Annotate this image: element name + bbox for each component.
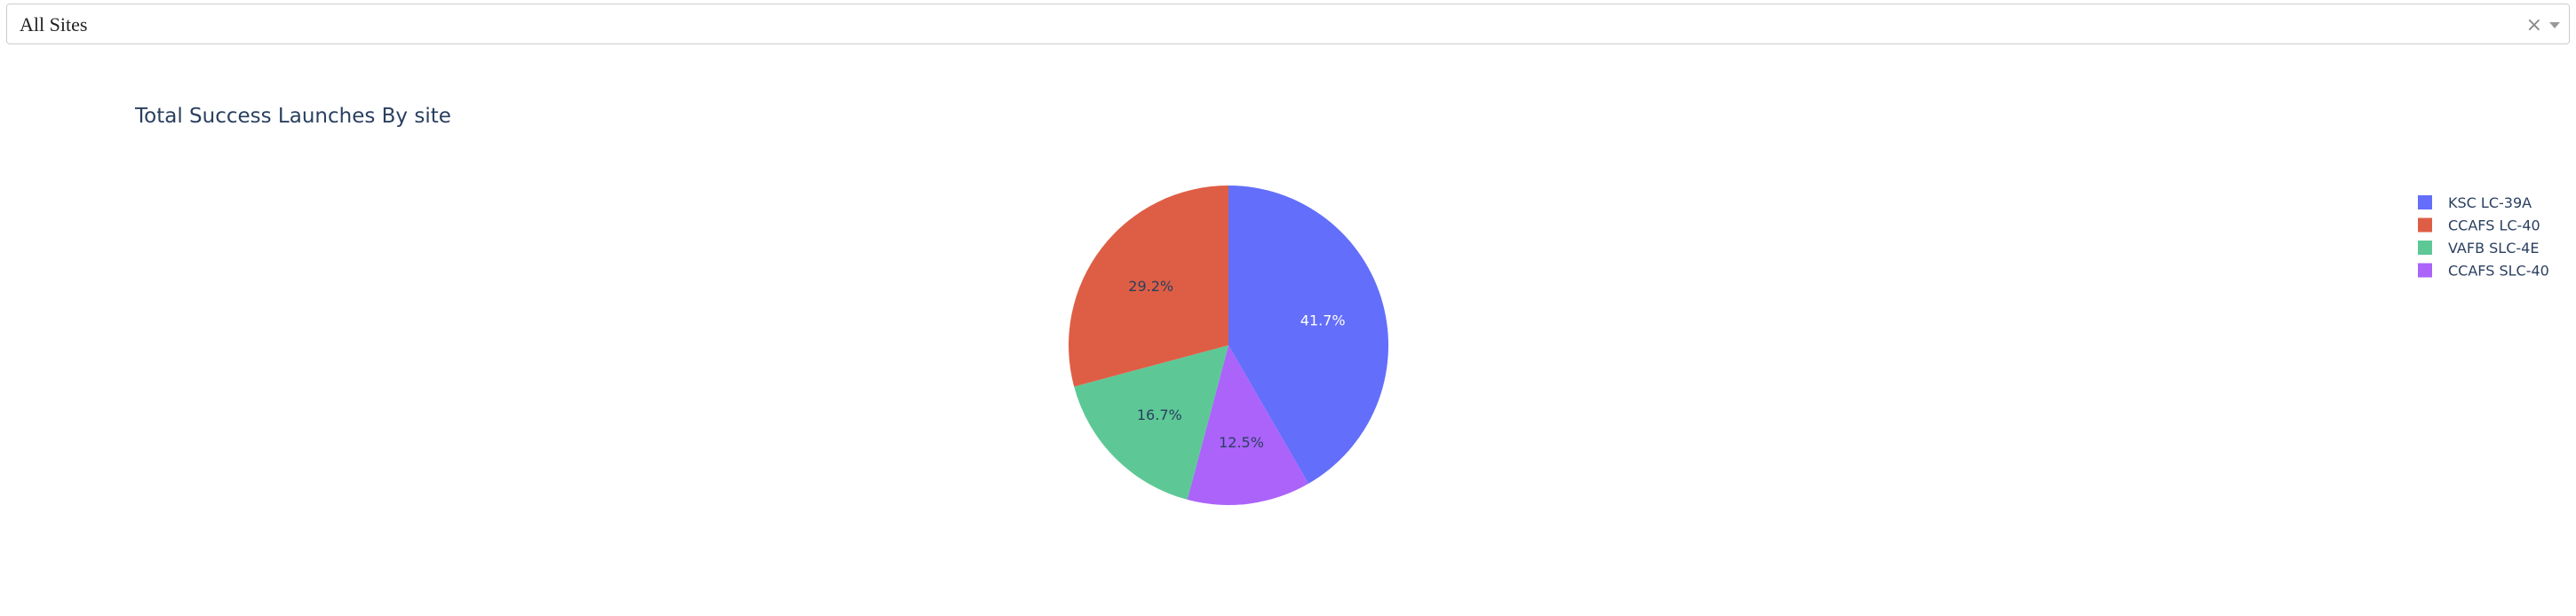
chevron-down-icon[interactable] (2549, 22, 2560, 28)
legend-item-2[interactable]: VAFB SLC-4E (2418, 240, 2539, 257)
pie-slice-0[interactable] (1228, 186, 1389, 484)
chart-title: Total Success Launches By site (135, 105, 451, 128)
pie-slices (1069, 186, 1389, 506)
pie-slice-label-3: 29.2% (1128, 278, 1173, 295)
legend-item-3[interactable]: CCAFS SLC-40 (2418, 263, 2549, 280)
legend-item-0[interactable]: KSC LC-39A (2418, 194, 2532, 211)
legend-item-1[interactable]: CCAFS LC-40 (2418, 217, 2540, 234)
legend-swatch-1 (2418, 217, 2432, 233)
site-dropdown-value: All Sites (20, 13, 88, 36)
pie-slice-label-0: 41.7% (1300, 312, 1346, 329)
legend: KSC LC-39A CCAFS LC-40 VAFB SLC-4E CCAFS SL… (2418, 194, 2549, 280)
legend-label-3: CCAFS SLC-40 (2448, 263, 2549, 280)
clear-icon[interactable]: × (2525, 14, 2542, 36)
pie-slice-1[interactable] (1187, 345, 1309, 506)
legend-swatch-3 (2418, 263, 2432, 278)
legend-swatch-2 (2418, 241, 2432, 255)
site-dropdown[interactable]: All Sites × (6, 4, 2570, 44)
pie-slice-3[interactable] (1069, 186, 1228, 387)
pie-slice-label-1: 12.5% (1219, 434, 1264, 451)
legend-label-2: VAFB SLC-4E (2448, 240, 2539, 257)
legend-label-0: KSC LC-39A (2448, 194, 2532, 211)
legend-label-1: CCAFS LC-40 (2448, 217, 2540, 234)
pie-labels: 41.7% 12.5% 16.7% 29.2% (1128, 278, 1345, 451)
pie-slice-label-2: 16.7% (1137, 407, 1182, 423)
pie-slice-2[interactable] (1074, 345, 1228, 500)
legend-swatch-0 (2418, 195, 2432, 209)
